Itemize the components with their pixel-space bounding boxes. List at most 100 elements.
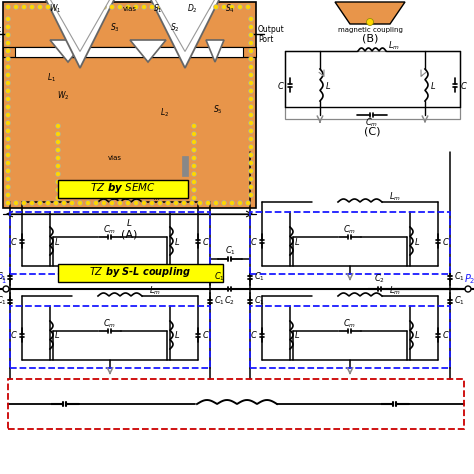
Polygon shape [335,2,405,24]
Circle shape [173,201,179,206]
Circle shape [6,184,10,190]
Circle shape [142,4,146,9]
Polygon shape [130,0,240,68]
Circle shape [248,153,254,157]
Circle shape [6,120,10,126]
Text: $D_2$: $D_2$ [187,3,197,15]
Text: Output: Output [258,25,285,34]
Circle shape [6,64,10,70]
Text: $L$: $L$ [294,236,300,246]
Circle shape [55,195,61,201]
Circle shape [29,201,35,206]
Text: $C_1$: $C_1$ [213,295,225,307]
Circle shape [182,4,186,9]
Text: $L$: $L$ [174,329,180,340]
Text: $C_m$: $C_m$ [343,318,356,330]
Circle shape [62,4,66,9]
Text: $L$: $L$ [54,236,60,246]
Polygon shape [36,0,124,52]
Circle shape [248,104,254,109]
Circle shape [55,147,61,153]
Bar [58,264,223,282]
Text: $W_1$: $W_1$ [49,3,61,15]
Circle shape [229,201,235,206]
Text: $C_m$: $C_m$ [103,224,117,236]
Circle shape [93,4,99,9]
Text: $L_m$: $L_m$ [149,191,161,203]
Text: $L$: $L$ [54,329,60,340]
Text: $L$: $L$ [294,329,300,340]
Circle shape [229,4,235,9]
Circle shape [134,4,138,9]
Text: (B): (B) [362,33,378,43]
Circle shape [6,25,10,29]
Bar [250,212,450,274]
Circle shape [6,56,10,62]
Circle shape [237,4,243,9]
Circle shape [6,153,10,157]
Circle shape [206,4,210,9]
Circle shape [6,161,10,165]
Text: $S_5$: $S_5$ [213,104,223,116]
Bar [182,156,188,176]
Circle shape [248,81,254,85]
Bar [250,306,450,368]
Circle shape [191,155,197,161]
Text: $L$: $L$ [430,80,436,91]
Text: $C_1$: $C_1$ [0,295,7,307]
Circle shape [191,139,197,145]
Circle shape [248,161,254,165]
Text: $C$: $C$ [202,236,210,246]
Text: Input: Input [0,25,1,34]
Circle shape [221,201,227,206]
Text: $C$: $C$ [460,80,468,91]
Circle shape [37,4,43,9]
Polygon shape [141,0,229,52]
Circle shape [6,176,10,182]
Circle shape [85,201,91,206]
Circle shape [109,4,115,9]
Circle shape [142,201,146,206]
Text: Port: Port [258,35,273,44]
Circle shape [248,184,254,190]
Circle shape [55,164,61,168]
Circle shape [6,4,10,9]
Circle shape [126,4,130,9]
Text: $C_1$: $C_1$ [254,271,264,283]
Text: $C$: $C$ [10,236,18,246]
Text: $C_1$: $C_1$ [213,271,225,283]
Circle shape [109,201,115,206]
Circle shape [173,4,179,9]
Text: $L$: $L$ [414,236,420,246]
Text: magnetic coupling: magnetic coupling [337,27,402,33]
Circle shape [6,201,10,206]
Circle shape [191,172,197,176]
Circle shape [54,201,58,206]
Circle shape [6,17,10,21]
Circle shape [6,128,10,134]
Text: $L_2$: $L_2$ [160,107,170,119]
Circle shape [3,286,9,292]
Circle shape [198,201,202,206]
Text: $L$: $L$ [126,217,132,228]
Circle shape [190,201,194,206]
Text: $C_1$: $C_1$ [0,271,7,283]
Circle shape [191,131,197,137]
Circle shape [55,180,61,184]
Bar [15,47,243,57]
Circle shape [6,145,10,149]
Text: vias: vias [123,6,137,12]
Circle shape [134,201,138,206]
Circle shape [190,4,194,9]
Bar [8,379,464,429]
Circle shape [6,48,10,54]
Bar [285,51,460,119]
Circle shape [246,4,250,9]
Text: $C_2$: $C_2$ [225,295,236,307]
Circle shape [62,201,66,206]
Bar [10,212,210,274]
Circle shape [191,195,197,201]
Circle shape [191,124,197,128]
Circle shape [13,201,18,206]
Text: $TZ$ by S-L coupling: $TZ$ by S-L coupling [89,265,191,279]
